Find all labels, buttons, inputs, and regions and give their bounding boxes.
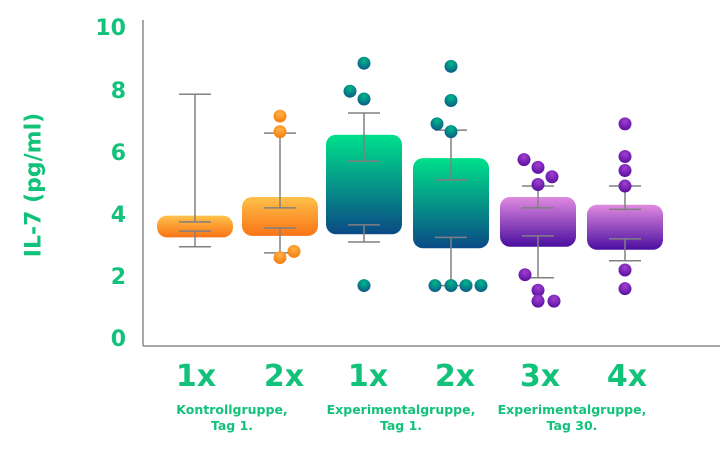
box [413,158,489,249]
outlier-point [618,282,632,296]
outlier-point [357,279,371,293]
outlier-point [273,109,287,123]
y-tick: 6 [110,141,126,166]
y-tick: 0 [110,327,126,352]
outlier-point [531,160,545,174]
outlier-point [618,150,632,164]
outlier-point [474,279,488,293]
y-tick: 10 [95,16,126,41]
outlier-point [357,56,371,70]
x-category-label: 2x [434,359,476,394]
outlier-point [428,279,442,293]
outlier-point [531,178,545,191]
box [500,196,576,247]
x-category-label: 1x [347,359,389,394]
x-category-label: 3x [519,359,561,394]
group-label-kontroll: Kontrollgruppe, Tag 1. [176,402,288,433]
y-tick: 2 [110,265,126,290]
outlier-point [273,251,287,265]
group-label-experimental-tag30: Experimentalgruppe, Tag 30. [497,402,647,433]
outlier-point [444,59,458,73]
x-category-label: 1x [175,359,217,394]
outlier-point [618,263,632,277]
outlier-point [531,283,545,297]
outlier-point [430,117,444,131]
box [157,215,233,238]
outlier-point [287,244,301,258]
group-label-experimental-tag1: Experimentalgruppe, Tag 1. [326,402,476,433]
outlier-point [459,279,473,293]
box [587,204,663,250]
x-category-label: 2x [263,359,305,394]
x-category-label: 4x [606,359,648,394]
outlier-point [343,84,357,98]
y-axis-label: IL-7 (pg/ml) [21,112,47,258]
outlier-point [357,92,371,106]
outlier-point [531,294,545,308]
outlier-point [545,170,559,184]
box [326,134,402,235]
outlier-point [618,179,632,193]
outlier-point [618,164,632,178]
outlier-point [444,94,458,108]
outlier-point [444,279,458,293]
outlier-point [518,268,532,282]
outlier-point [547,294,561,308]
outlier-point [517,153,531,167]
outlier-point [444,125,458,139]
box [242,196,318,236]
y-tick: 8 [110,79,126,104]
outlier-point [618,117,632,131]
outlier-point [273,125,287,139]
y-tick: 4 [110,203,126,228]
